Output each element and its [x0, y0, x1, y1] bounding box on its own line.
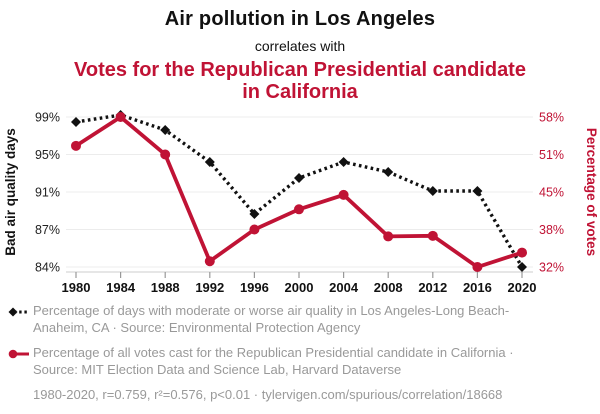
legend-label-air-quality: Percentage of days with moderate or wors… [33, 303, 510, 335]
data-point-republican-votes [517, 247, 527, 258]
y-axis-tick-label-left: 84% [35, 261, 60, 275]
y-axis-tick-label-left: 95% [35, 148, 60, 162]
data-point-republican-votes [160, 149, 171, 160]
y-axis-tick-label-right: 58% [539, 111, 564, 125]
data-point-republican-votes [472, 262, 483, 272]
data-point-air-quality [249, 209, 260, 219]
data-point-republican-votes [115, 112, 126, 122]
data-point-air-quality [383, 167, 394, 177]
data-point-air-quality [427, 186, 438, 196]
y-axis-tick-label-left: 87% [35, 223, 60, 237]
correlates-with-label: correlates with [254, 38, 346, 54]
x-axis-tick-label: 1988 [151, 280, 180, 295]
legend-item-air-quality: Percentage of days with moderate or wors… [8, 302, 594, 336]
stats-citation: 1980-2020, r=0.759, r²=0.576, p<0.01 · t… [33, 387, 503, 402]
x-axis-tick-label: 1992 [195, 280, 224, 295]
data-point-air-quality [472, 186, 483, 196]
data-point-air-quality [204, 157, 215, 167]
x-axis-tick-label: 1984 [106, 280, 136, 295]
y-axis-tick-label-right: 38% [539, 223, 564, 237]
data-point-republican-votes [427, 230, 438, 241]
legend-label-republican-votes: Percentage of all votes cast for the Rep… [33, 345, 514, 377]
y-axis-tick-label-right: 45% [539, 186, 564, 200]
x-axis-tick-label: 2012 [418, 280, 447, 295]
chart-title-variable2: Votes for the Republican Presidential ca… [74, 59, 526, 103]
data-point-air-quality [294, 173, 304, 183]
air-quality-series-icon [8, 307, 29, 317]
y-axis-tick-label-right: 32% [539, 261, 564, 275]
y-axis-tick-label-right: 51% [539, 148, 564, 162]
data-point-air-quality [517, 262, 527, 272]
chart-title-variable1: Air pollution in Los Angeles [164, 8, 436, 30]
data-point-republican-votes [294, 204, 304, 215]
x-axis-tick-label: 2016 [463, 280, 492, 295]
x-axis-tick-label: 1996 [240, 280, 269, 295]
y-axis-tick-label-left: 91% [35, 186, 60, 200]
x-axis-tick-label: 2004 [329, 280, 359, 295]
line-chart-plot: 99% 58% 95% 51% 91% 45% 87% 38% 84% 32% 1980 1984 19… [3, 110, 599, 295]
y-axis-title-right: Percentage of votes [584, 128, 599, 256]
legend-item-republican-votes: Percentage of all votes cast for the Rep… [8, 344, 594, 378]
republican-votes-series-icon [8, 349, 29, 359]
data-point-republican-votes [71, 140, 81, 151]
data-point-republican-votes [204, 256, 215, 267]
data-point-republican-votes [249, 224, 260, 235]
data-point-air-quality [338, 157, 349, 167]
x-axis-tick-label: 2008 [374, 280, 403, 295]
x-axis-tick-label: 2020 [508, 280, 537, 295]
y-axis-tick-label-left: 99% [35, 111, 60, 125]
chart-legend: Percentage of days with moderate or wors… [8, 302, 594, 403]
x-axis-tick-label: 1980 [62, 280, 91, 295]
data-point-air-quality [160, 125, 171, 135]
data-point-republican-votes [338, 189, 349, 200]
y-axis-title-left: Bad air quality days [3, 128, 18, 256]
chart-header: Air pollution in Los Angeles correlates … [0, 8, 600, 103]
data-point-republican-votes [383, 231, 394, 242]
data-point-air-quality [71, 117, 81, 127]
x-axis-tick-label: 2000 [285, 280, 314, 295]
